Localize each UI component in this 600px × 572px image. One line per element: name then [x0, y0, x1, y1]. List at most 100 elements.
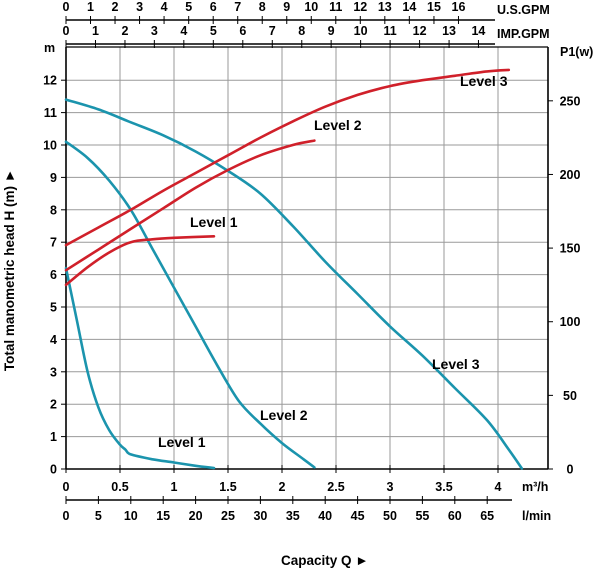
top-axis-1-tick-label: 5: [185, 0, 192, 14]
y2-tick-label: 0: [567, 463, 574, 477]
top-axis-1-tick-label: 13: [378, 0, 392, 14]
y2-axis-label: P1(w): [560, 45, 593, 59]
y2-tick-label: 200: [560, 168, 581, 182]
labels: m P1(w) U.S.GPM IMP.GPM m³/h l/min Capac…: [2, 3, 593, 568]
y-tick-label: 2: [50, 398, 57, 412]
y-tick-label: 8: [50, 203, 57, 217]
top-axis-1-tick-label: 3: [136, 0, 143, 14]
top-axis-2-tick-label: 12: [413, 24, 427, 38]
bottom-axis-2-tick-label: 40: [318, 509, 332, 523]
top-axis-2-unit: IMP.GPM: [497, 27, 550, 41]
top-axis-2-tick-label: 6: [239, 24, 246, 38]
top-axis-2-tick-label: 5: [210, 24, 217, 38]
power-curve-level-1: [64, 235, 216, 287]
bottom-axis-1-tick-label: 0: [63, 480, 70, 494]
y-tick-label: 5: [50, 301, 57, 315]
bottom-axis-2-tick-label: 10: [124, 509, 138, 523]
y-tick-label: 0: [50, 463, 57, 477]
bottom-axis-1-tick-label: 2.5: [327, 480, 344, 494]
top-axis-2-tick-label: 14: [471, 24, 485, 38]
bottom-axis-2-tick-label: 45: [351, 509, 365, 523]
bottom-axis-2-tick-label: 60: [448, 509, 462, 523]
power-curve-label-level-2: Level 2: [314, 117, 362, 133]
top-axis-1-tick-label: 14: [402, 0, 416, 14]
top-axis-1-tick-label: 0: [63, 0, 70, 14]
y-tick-label: 12: [43, 74, 57, 88]
top-axis-1-tick-label: 12: [353, 0, 367, 14]
head-curve-level-3: [64, 98, 524, 470]
bottom-axis-2-tick-label: 30: [253, 509, 267, 523]
y2-tick-label: 250: [560, 94, 581, 108]
bottom-axis-2-tick-label: 35: [286, 509, 300, 523]
bottom-axis-1-unit: m³/h: [522, 480, 548, 494]
y-tick-label: 3: [50, 365, 57, 379]
bottom-axis-2-tick-label: 5: [95, 509, 102, 523]
bottom-axis-2-tick-label: 0: [63, 509, 70, 523]
power-curve-level-3: [64, 68, 511, 247]
top-axis-2-tick-label: 3: [151, 24, 158, 38]
bottom-axis-2-tick-label: 65: [480, 509, 494, 523]
y2-tick-label: 100: [560, 315, 581, 329]
top-axis-2-tick-label: 11: [383, 24, 396, 38]
power-curve-label-level-1: Level 1: [190, 214, 238, 230]
power-curve-label-level-3: Level 3: [460, 73, 508, 89]
top-axis-1-tick-label: 10: [304, 0, 318, 14]
y-axis-unit: m: [44, 41, 55, 55]
bottom-axis-1-tick-label: 4: [495, 480, 502, 494]
top-axis-1-tick-label: 8: [259, 0, 266, 14]
y2-tick-label: 50: [563, 389, 577, 403]
bottom-axis-1-tick-label: 3.5: [435, 480, 452, 494]
bottom-axis-1-tick-label: 1.5: [219, 480, 236, 494]
grid: [65, 47, 548, 470]
top-axis-2-tick-label: 9: [328, 24, 335, 38]
bottom-axis-2-tick-label: 20: [189, 509, 203, 523]
head-curve-level-2: [64, 140, 316, 469]
power-curve-level-2: [64, 139, 316, 272]
top-axis-1-tick-label: 11: [329, 0, 342, 14]
top-axis-2-tick-label: 2: [121, 24, 128, 38]
top-axis-1-tick-label: 15: [427, 0, 441, 14]
bottom-axis-2-tick-label: 50: [383, 509, 397, 523]
bottom-axis-1-tick-label: 3: [387, 480, 394, 494]
y-tick-label: 4: [50, 333, 57, 347]
y-tick-label: 6: [50, 268, 57, 282]
top-axis-1-tick-label: 7: [234, 0, 241, 14]
y2-tick-label: 150: [560, 242, 581, 256]
bottom-axis-2-tick-label: 25: [221, 509, 235, 523]
bottom-axis-1-tick-label: 1: [171, 480, 178, 494]
top-axis-1-tick-label: 4: [161, 0, 168, 14]
bottom-axis-1-tick-label: 0.5: [111, 480, 128, 494]
head-curve-level-1: [64, 266, 216, 470]
x-axis-title: Capacity Q ►: [281, 553, 369, 568]
top-axis-2-tick-label: 8: [298, 24, 305, 38]
top-axis-2-tick-label: 7: [269, 24, 276, 38]
head-curve-label-level-3: Level 3: [432, 356, 480, 372]
top-axis-2-tick-label: 13: [442, 24, 456, 38]
top-axis-2-tick-label: 0: [63, 24, 70, 38]
top-axis-2-tick-label: 4: [180, 24, 187, 38]
y-tick-label: 10: [43, 139, 57, 153]
plot-frame: [65, 46, 549, 470]
top-axis-1-unit: U.S.GPM: [497, 3, 550, 17]
top-axis-2-tick-label: 10: [354, 24, 368, 38]
bottom-axis-2-tick-label: 55: [415, 509, 429, 523]
bottom-axis-2-tick-label: 15: [156, 509, 170, 523]
bottom-axis-1-tick-label: 2: [279, 480, 286, 494]
y-tick-label: 9: [50, 171, 57, 185]
top-axis-1-tick-label: 16: [452, 0, 466, 14]
top-axis-1-tick-label: 9: [283, 0, 290, 14]
y-tick-label: 11: [44, 106, 57, 120]
bottom-axis-2-unit: l/min: [522, 509, 551, 523]
head-curve-label-level-2: Level 2: [260, 407, 308, 423]
top-axis-1-tick-label: 1: [87, 0, 94, 14]
top-axis-1-tick-label: 6: [210, 0, 217, 14]
y-tick-label: 1: [50, 430, 57, 444]
head-curve-label-level-1: Level 1: [158, 434, 206, 450]
y-axis-title: Total manometric head H (m) ►: [2, 169, 17, 371]
y-tick-label: 7: [50, 236, 57, 250]
top-axis-1-tick-label: 2: [112, 0, 119, 14]
top-axis-2-tick-label: 1: [92, 24, 99, 38]
curves: Level 1 Level 2 Level 3 Level 1 Level 2 Level…: [64, 68, 524, 470]
